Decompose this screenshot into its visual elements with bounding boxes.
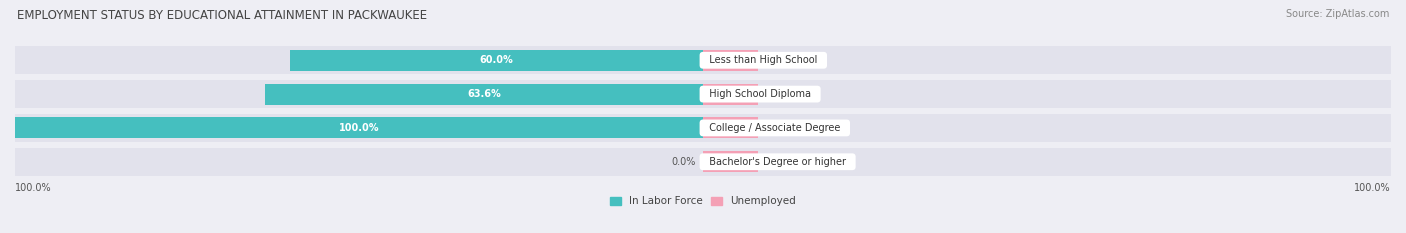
Text: Less than High School: Less than High School	[703, 55, 824, 65]
Text: 0.0%: 0.0%	[768, 89, 793, 99]
Text: Source: ZipAtlas.com: Source: ZipAtlas.com	[1285, 9, 1389, 19]
Text: 0.0%: 0.0%	[768, 55, 793, 65]
Bar	[15, 117, 703, 138]
Bar	[15, 114, 1391, 142]
Text: 0.0%: 0.0%	[768, 157, 793, 167]
Bar	[703, 117, 758, 138]
Text: 63.6%: 63.6%	[467, 89, 501, 99]
Text: Bachelor's Degree or higher: Bachelor's Degree or higher	[703, 157, 852, 167]
Text: 0.0%: 0.0%	[672, 157, 696, 167]
Text: EMPLOYMENT STATUS BY EDUCATIONAL ATTAINMENT IN PACKWAUKEE: EMPLOYMENT STATUS BY EDUCATIONAL ATTAINM…	[17, 9, 427, 22]
Bar	[290, 50, 703, 71]
Bar	[15, 46, 1391, 75]
Text: 100.0%: 100.0%	[15, 183, 52, 193]
Legend: In Labor Force, Unemployed: In Labor Force, Unemployed	[606, 192, 800, 211]
Text: 60.0%: 60.0%	[479, 55, 513, 65]
Bar	[703, 151, 758, 172]
Text: High School Diploma: High School Diploma	[703, 89, 817, 99]
Bar	[703, 84, 758, 105]
Text: College / Associate Degree: College / Associate Degree	[703, 123, 846, 133]
Text: 100.0%: 100.0%	[339, 123, 380, 133]
Bar	[266, 84, 703, 105]
Text: 0.0%: 0.0%	[768, 123, 793, 133]
Bar	[15, 80, 1391, 108]
Bar	[703, 50, 758, 71]
Text: 100.0%: 100.0%	[1354, 183, 1391, 193]
Bar	[15, 147, 1391, 176]
